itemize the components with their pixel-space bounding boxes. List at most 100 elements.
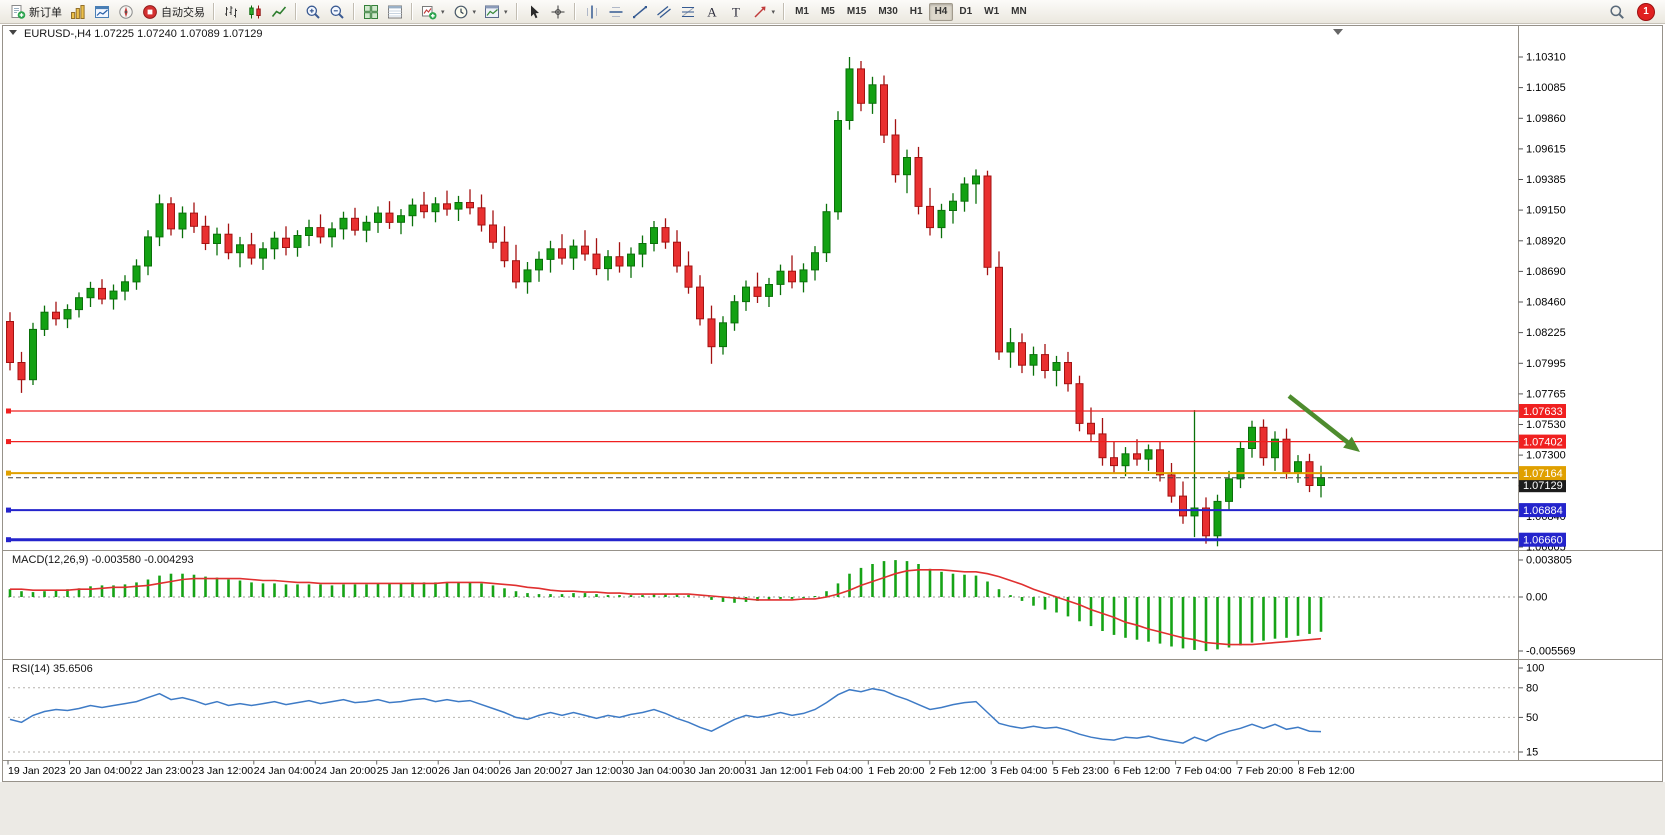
- toolbar-separator: [515, 3, 518, 20]
- time-axis: 19 Jan 2023 20 Jan 04:00 22 Jan 23:00 23 Ja…: [7, 760, 1355, 777]
- horizontal-level-1.07402[interactable]: [6, 439, 1518, 445]
- timeframe-M5-button[interactable]: M5: [820, 5, 835, 17]
- market-watch-button[interactable]: [90, 1, 114, 23]
- svg-text:A: A: [707, 4, 717, 19]
- timeframe-H1-button[interactable]: H1: [909, 5, 923, 17]
- macd-tick-label: 0.00: [1526, 592, 1547, 604]
- bar-chart-button[interactable]: [219, 1, 243, 23]
- price-tick-label: 1.09615: [1526, 143, 1566, 155]
- candlestick-series: [6, 57, 1325, 547]
- time-tick-label: 3 Feb 04:00: [991, 765, 1047, 777]
- svg-text:1.07633: 1.07633: [1523, 406, 1563, 418]
- timeframe-W1-button[interactable]: W1: [984, 5, 1000, 17]
- arrows-button[interactable]: ▾: [748, 1, 780, 23]
- chart-symbol-quote: EURUSD-,H4 1.07225 1.07240 1.07089 1.071…: [24, 28, 263, 40]
- time-tick-label: 19 Jan 2023: [8, 765, 66, 777]
- price-tick-label: 1.08225: [1526, 327, 1566, 339]
- dropdown-caret-icon: ▾: [771, 8, 776, 16]
- crosshair-icon: [550, 4, 566, 20]
- rsi-tick-label: 100: [1526, 663, 1544, 675]
- price-tick-label: 1.09860: [1526, 113, 1566, 125]
- candle-chart-icon: [247, 4, 263, 20]
- main-toolbar: 新订单 自动交易 ▾ ▾ ▾ A T ▾ M1 M5 M15 M30 H1 H4 D1 W1 MN 1: [0, 0, 1665, 24]
- time-tick-label: 30 Jan 20:00: [684, 765, 745, 777]
- periods-button[interactable]: ▾: [449, 1, 481, 23]
- horizontal-line-button[interactable]: [604, 1, 628, 23]
- price-tick-label: 1.08460: [1526, 297, 1566, 309]
- dropdown-caret-icon: ▾: [472, 8, 477, 16]
- price-tick-label: 1.09385: [1526, 174, 1566, 186]
- timeframe-M15-button[interactable]: M15: [846, 5, 867, 17]
- timeframe-M30-button[interactable]: M30: [878, 5, 898, 17]
- trend-arrow-annotation[interactable]: [1287, 394, 1360, 452]
- timeframe-H4-button[interactable]: H4: [928, 2, 954, 21]
- text-label-button[interactable]: T: [724, 1, 748, 23]
- rsi-tick-label: 80: [1526, 682, 1538, 694]
- time-tick-label: 27 Jan 12:00: [561, 765, 622, 777]
- horizontal-level-1.07164[interactable]: [6, 470, 1518, 476]
- rsi-indicator-label: RSI(14) 35.6506: [12, 663, 93, 675]
- horizontal-level-1.06884[interactable]: [6, 507, 1518, 513]
- zoom-in-icon: [305, 4, 321, 20]
- time-tick-label: 30 Jan 04:00: [623, 765, 684, 777]
- tile-windows-button[interactable]: [359, 1, 383, 23]
- time-tick-label: 25 Jan 12:00: [377, 765, 438, 777]
- current-price-label: 1.07129: [1519, 478, 1566, 493]
- vertical-line-button[interactable]: [580, 1, 604, 23]
- search-button[interactable]: [1605, 1, 1629, 23]
- time-tick-label: 26 Jan 20:00: [500, 765, 561, 777]
- candle-chart-button[interactable]: [243, 1, 267, 23]
- new-order-button[interactable]: 新订单: [6, 1, 66, 23]
- horizontal-level-1.07633[interactable]: [6, 408, 1518, 414]
- new-order-icon: [10, 4, 26, 20]
- chart-shift-marker[interactable]: [1333, 29, 1343, 35]
- text-button[interactable]: A: [700, 1, 724, 23]
- macd-tick-label: -0.005569: [1526, 646, 1576, 658]
- timeframe-MN-button[interactable]: MN: [1011, 5, 1027, 17]
- data-window-button[interactable]: [383, 1, 407, 23]
- fibonacci-button[interactable]: [676, 1, 700, 23]
- price-tick-label: 1.08920: [1526, 235, 1566, 247]
- vline-icon: [584, 4, 600, 20]
- price-tick-label: 1.07300: [1526, 450, 1566, 462]
- fibonacci-icon: [680, 4, 696, 20]
- time-tick-label: 1 Feb 20:00: [868, 765, 924, 777]
- add-indicator-button[interactable]: ▾: [417, 1, 449, 23]
- level-price-label-1.07402: 1.07402: [1519, 434, 1566, 449]
- timeframe-D1-button[interactable]: D1: [959, 5, 973, 17]
- horizontal-level-1.06660[interactable]: [6, 537, 1518, 543]
- time-tick-label: 23 Jan 12:00: [192, 765, 253, 777]
- time-tick-label: 5 Feb 23:00: [1053, 765, 1109, 777]
- charts-button[interactable]: [66, 1, 90, 23]
- data-window-icon: [387, 4, 403, 20]
- level-price-label-1.06884: 1.06884: [1519, 503, 1566, 518]
- cursor-icon: [526, 4, 542, 20]
- time-tick-label: 20 Jan 04:00: [70, 765, 131, 777]
- one-click-trading-toggle[interactable]: [9, 30, 17, 35]
- trendline-icon: [632, 4, 648, 20]
- trendline-button[interactable]: [628, 1, 652, 23]
- zoom-in-button[interactable]: [301, 1, 325, 23]
- equidistant-channel-button[interactable]: [652, 1, 676, 23]
- window-footer: [0, 782, 1665, 835]
- auto-trading-label: 自动交易: [161, 6, 205, 19]
- auto-trading-button[interactable]: 自动交易: [138, 1, 209, 23]
- level-price-label-1.07633: 1.07633: [1519, 404, 1566, 418]
- cursor-button[interactable]: [522, 1, 546, 23]
- templates-button[interactable]: ▾: [480, 1, 512, 23]
- zoom-out-button[interactable]: [325, 1, 349, 23]
- toolbar-right-cluster: 1: [1605, 1, 1659, 23]
- macd-panel: 0.003805 0.00 -0.005569: [8, 555, 1576, 658]
- timeframe-M1-button[interactable]: M1: [795, 5, 809, 17]
- notification-badge[interactable]: 1: [1637, 2, 1655, 21]
- line-chart-icon: [271, 4, 287, 20]
- svg-text:1.07164: 1.07164: [1523, 468, 1563, 480]
- line-chart-button[interactable]: [267, 1, 291, 23]
- toolbar-separator: [213, 3, 215, 20]
- toolbar-separator: [295, 3, 297, 20]
- chart-frame: [2, 25, 1663, 782]
- macd-indicator-label: MACD(12,26,9) -0.003580 -0.004293: [12, 554, 194, 566]
- template-icon: [484, 4, 500, 20]
- crosshair-button[interactable]: [546, 1, 570, 23]
- navigator-button[interactable]: [114, 1, 138, 23]
